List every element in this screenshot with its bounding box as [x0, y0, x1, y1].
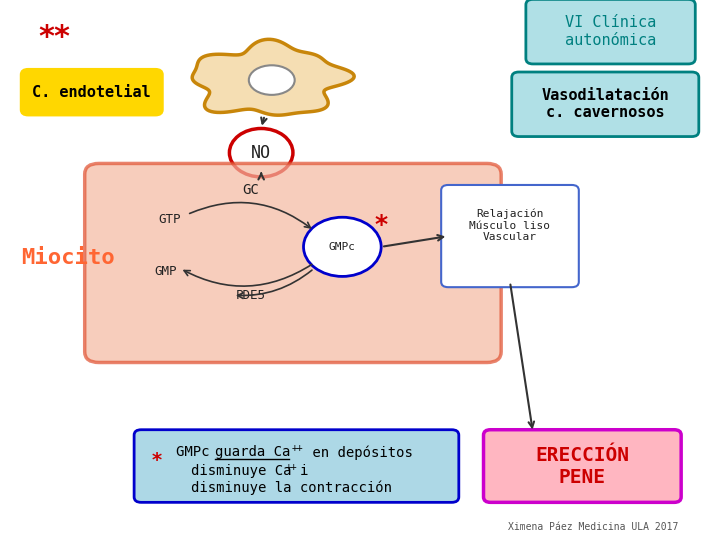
Ellipse shape	[249, 65, 294, 95]
FancyBboxPatch shape	[441, 185, 579, 287]
Text: VI Clínica
autonómica: VI Clínica autonómica	[565, 16, 656, 48]
Text: GC: GC	[242, 184, 259, 197]
Text: *: *	[374, 213, 388, 237]
Circle shape	[230, 129, 293, 177]
Text: GMPc: GMPc	[329, 242, 356, 252]
Text: disminuye la contracción: disminuye la contracción	[191, 481, 392, 495]
Text: guarda Ca: guarda Ca	[215, 446, 291, 460]
Text: PDE5: PDE5	[235, 289, 266, 302]
Text: **: **	[39, 23, 71, 51]
Text: NO: NO	[251, 144, 271, 161]
Text: ++: ++	[292, 443, 303, 453]
Text: ERECCIÓN
PENE: ERECCIÓN PENE	[536, 446, 629, 487]
FancyBboxPatch shape	[526, 0, 696, 64]
Text: GTP: GTP	[158, 213, 181, 226]
FancyBboxPatch shape	[134, 430, 459, 502]
Text: *: *	[152, 451, 162, 470]
Text: Ximena Páez Medicina ULA 2017: Ximena Páez Medicina ULA 2017	[508, 522, 678, 531]
FancyBboxPatch shape	[85, 164, 501, 362]
Text: Relajación
Músculo liso
Vascular: Relajación Músculo liso Vascular	[469, 208, 551, 242]
Text: Vasodilatación
c. cavernosos: Vasodilatación c. cavernosos	[541, 88, 669, 120]
Text: en depósitos: en depósitos	[305, 445, 413, 460]
FancyBboxPatch shape	[512, 72, 699, 137]
Circle shape	[304, 217, 381, 276]
Polygon shape	[192, 39, 354, 115]
FancyBboxPatch shape	[21, 69, 162, 115]
Text: Miocito: Miocito	[21, 248, 114, 268]
Text: GMPc: GMPc	[176, 446, 218, 460]
Text: GMP: GMP	[155, 265, 177, 278]
FancyBboxPatch shape	[484, 430, 681, 502]
Text: C. endotelial: C. endotelial	[32, 85, 151, 100]
Text: ++: ++	[286, 462, 297, 471]
Text: i: i	[300, 464, 308, 478]
Text: disminuye Ca: disminuye Ca	[191, 464, 291, 478]
